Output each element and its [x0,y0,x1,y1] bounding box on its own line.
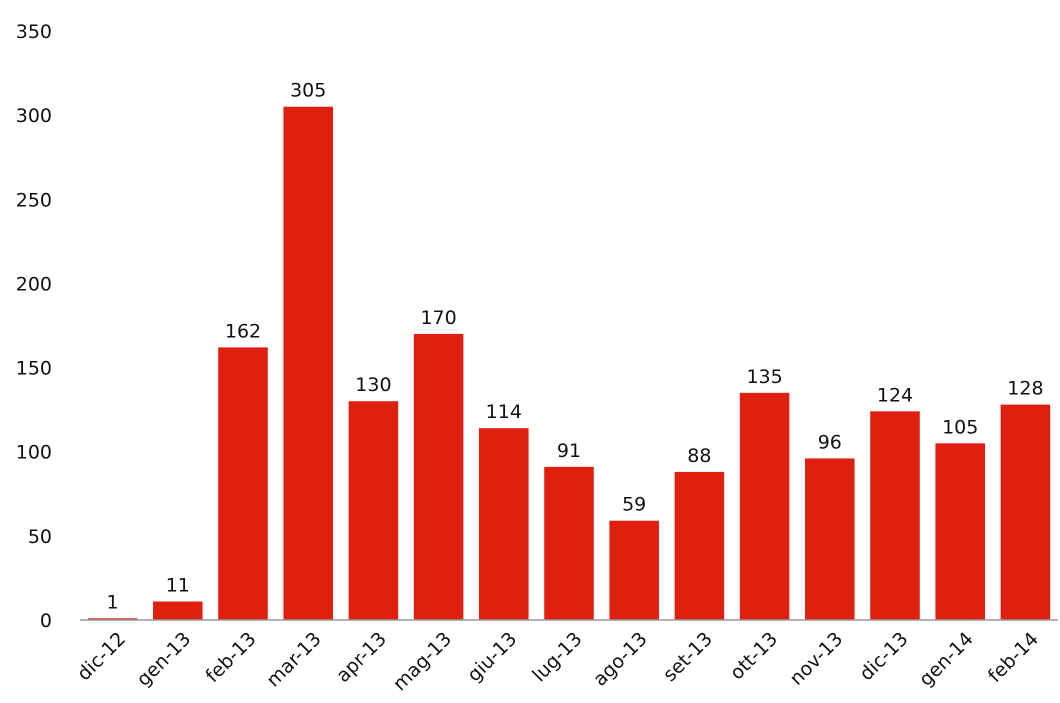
x-tick-label-gen-13: gen-13 [133,628,196,691]
bar-dic-13 [870,411,920,620]
x-tick-label-dic-12: dic-12 [73,628,130,685]
bar-gen-14 [935,443,985,620]
y-tick-label: 300 [16,105,52,127]
y-axis: 0 50 100 150 200 250 300 350 [16,21,52,632]
y-tick-label: 50 [28,526,52,548]
data-label-giu-13: 114 [486,401,522,423]
bar-feb-14 [1000,404,1051,620]
data-label-dic-13: 124 [877,384,913,406]
bar-mag-13 [413,333,464,620]
y-tick-label: 250 [16,189,52,211]
bar-dic-12 [87,618,138,620]
bar-ago-13 [609,520,659,620]
bar-giu-13 [479,428,529,620]
data-label-ott-13: 135 [746,366,782,388]
bar-series [87,106,1051,620]
x-tick-label-feb-13: feb-13 [202,628,261,687]
x-tick-label-gen-14: gen-14 [915,628,978,691]
y-tick-label: 0 [40,610,52,632]
data-label-gen-14: 105 [942,416,978,438]
bar-ott-13 [739,392,790,620]
y-tick-label: 100 [16,442,52,464]
bar-feb-13 [218,347,268,620]
bar-set-13 [674,471,725,620]
data-label-gen-13: 11 [166,574,190,596]
data-label-nov-13: 96 [818,431,842,453]
x-tick-label-lug-13: lug-13 [528,628,586,686]
data-label-mar-13: 305 [290,80,326,102]
data-label-set-13: 88 [687,445,711,467]
x-tick-label-set-13: set-13 [659,628,717,686]
x-tick-label-feb-14: feb-14 [984,628,1043,687]
x-tick-label-mar-13: mar-13 [262,628,325,691]
data-label-lug-13: 91 [557,440,581,462]
x-tick-label-mag-13: mag-13 [389,628,456,695]
y-tick-label: 150 [16,358,52,380]
x-tick-label-giu-13: giu-13 [463,628,521,686]
bar-mar-13 [283,106,333,620]
y-tick-label: 350 [16,21,52,43]
bar-lug-13 [544,466,594,620]
x-tick-label-ott-13: ott-13 [726,628,782,684]
bar-gen-13 [153,601,203,620]
bar-nov-13 [805,458,855,620]
data-label-dic-12: 1 [107,591,119,613]
x-tick-label-apr-13: apr-13 [332,628,391,687]
x-tick-label-nov-13: nov-13 [786,628,848,690]
x-tick-label-ago-13: ago-13 [589,628,652,691]
x-tick-label-dic-13: dic-13 [855,628,912,685]
data-label-mag-13: 170 [420,307,456,329]
data-label-ago-13: 59 [622,494,646,516]
data-label-feb-13: 162 [225,320,261,342]
data-label-apr-13: 130 [355,374,391,396]
bar-apr-13 [348,401,399,620]
data-label-feb-14: 128 [1007,378,1043,400]
y-tick-label: 200 [16,273,52,295]
